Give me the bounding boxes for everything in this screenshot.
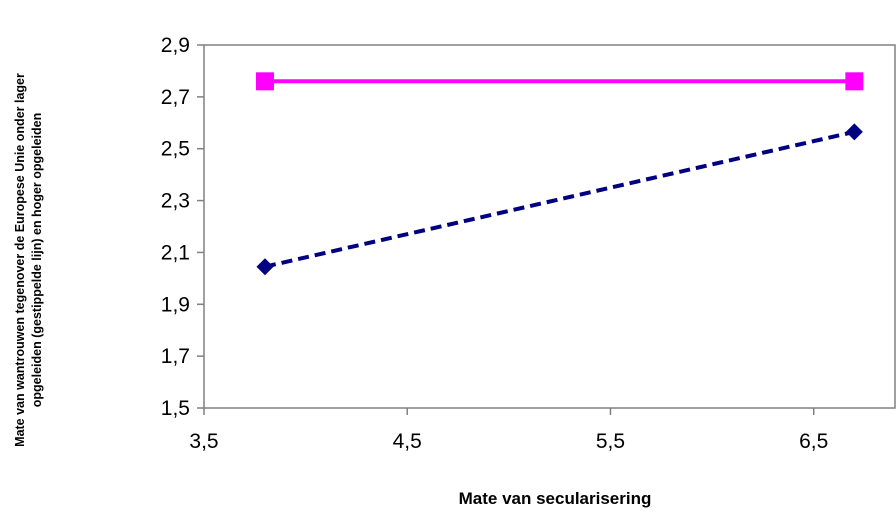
y-tick-label: 2,1	[161, 241, 190, 264]
y-tick-label: 2,5	[161, 138, 190, 161]
x-tick-label: 4,5	[393, 430, 422, 453]
y-tick-label: 2,7	[161, 86, 190, 109]
y-tick-label: 2,3	[161, 190, 190, 213]
y-axis-title-line-2: opgeleiden (gestippelde lijn) en hoger o…	[30, 113, 44, 407]
y-tick-label: 1,5	[161, 397, 190, 420]
data-point-hoger-opgeleiden	[845, 72, 864, 91]
x-tick-label: 3,5	[189, 430, 218, 453]
plot-frame	[203, 44, 896, 409]
x-axis-title: Mate van secularisering	[459, 489, 652, 508]
plot-area: 1,5 1,7 1,9 2,1 2,3 2,5 2,7 2,9 3,5 4,5 5,5 6,5	[161, 34, 896, 453]
data-point-lager-opgeleiden	[256, 258, 274, 276]
y-tick-label: 1,7	[161, 345, 190, 368]
y-tick-label: 1,9	[161, 293, 190, 316]
y-tick-label: 2,9	[161, 34, 190, 57]
y-axis-title: Mate van wantrouwen tegenover de Europes…	[13, 73, 44, 447]
x-tick-label: 5,5	[596, 430, 625, 453]
data-point-lager-opgeleiden	[845, 123, 863, 141]
data-point-hoger-opgeleiden	[255, 72, 274, 91]
series-line-lager-opgeleiden	[264, 129, 855, 269]
x-tick-label: 6,5	[799, 430, 828, 453]
y-axis-title-line-1: Mate van wantrouwen tegenover de Europes…	[13, 73, 27, 447]
